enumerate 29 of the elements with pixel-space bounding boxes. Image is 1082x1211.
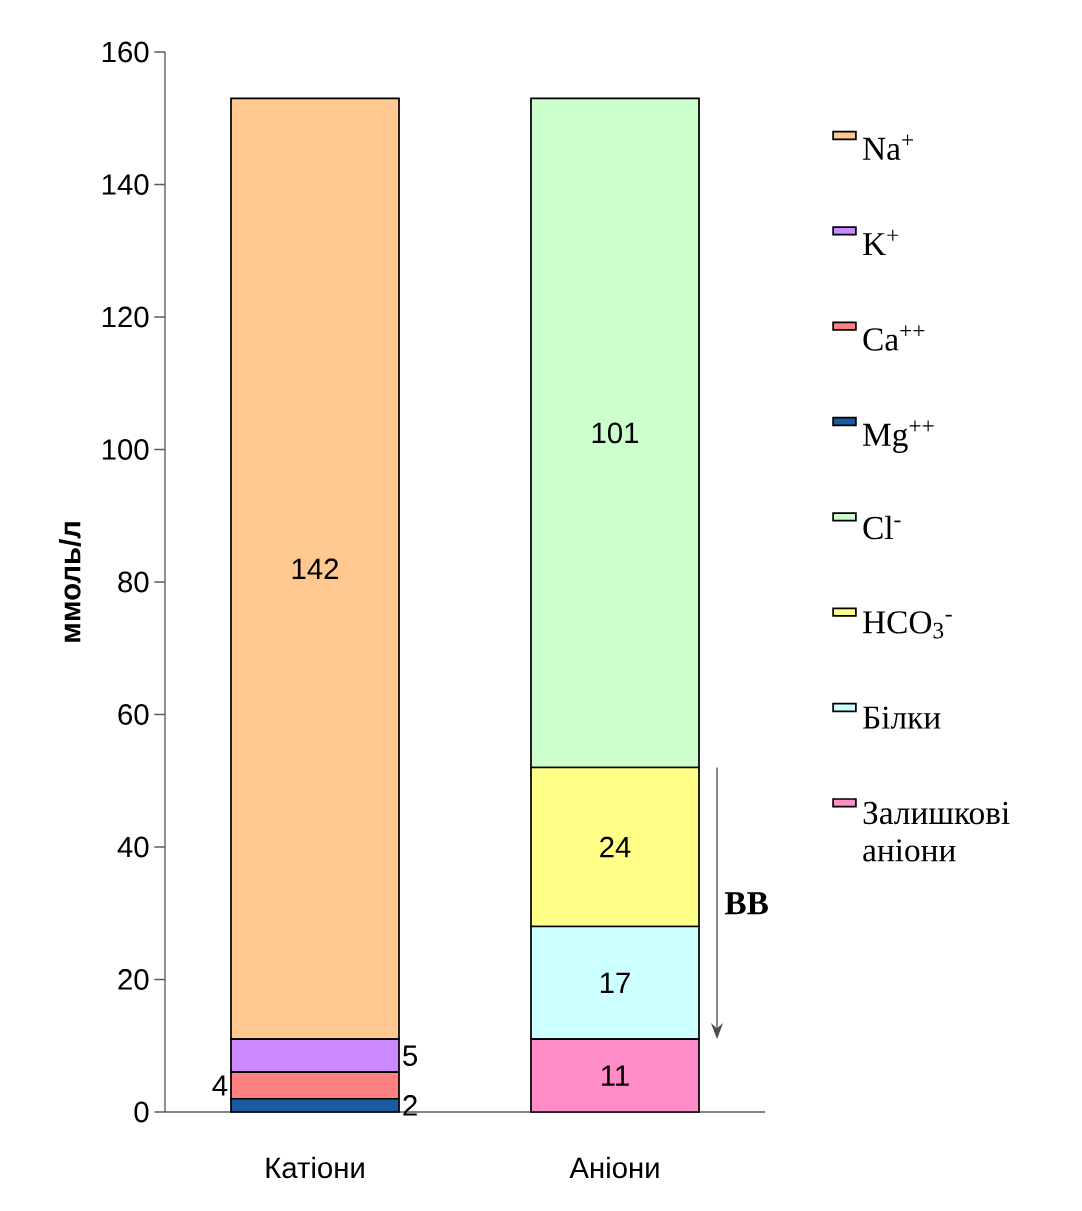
data-label: 101 — [592, 422, 639, 444]
legend-label: Залишкові аніони — [863, 801, 1010, 862]
data-label: 142 — [292, 558, 338, 579]
y-tick-label: 40 — [117, 836, 149, 858]
legend-label: HCO$_{3}$- — [863, 611, 952, 639]
y-axis-title: ммоль/л — [59, 522, 81, 642]
y-tick-label: 20 — [118, 969, 149, 990]
legend-label: Білки — [863, 706, 941, 729]
data-label: 24 — [600, 836, 631, 858]
annotation: BB — [724, 892, 768, 915]
legend-label: Ca$^{++}$ — [863, 325, 925, 351]
legend-label: Mg$^{++}$ — [863, 420, 934, 453]
data-label: 11 — [602, 1065, 629, 1086]
y-tick-label: 100 — [102, 439, 149, 460]
y-tick-label: 160 — [102, 41, 149, 63]
y-tick-label: 80 — [118, 571, 149, 593]
x-tick-label: Катіони — [266, 1156, 364, 1179]
data-label: 17 — [600, 972, 630, 993]
data-label: 5 — [403, 1045, 418, 1066]
legend-label: Cl$^{-}$ — [863, 515, 901, 540]
data-label: 2 — [403, 1095, 417, 1116]
y-tick-label: 140 — [102, 174, 149, 195]
legend-label: Na$^{+}$ — [863, 134, 913, 161]
y-tick-label: 120 — [102, 306, 149, 328]
legend-label: K$^{+}$ — [863, 229, 899, 256]
x-tick-label: Аніони — [569, 1156, 659, 1179]
y-tick-label: 0 — [134, 1101, 149, 1123]
data-label: 4 — [212, 1075, 228, 1096]
y-tick-label: 60 — [118, 704, 149, 725]
